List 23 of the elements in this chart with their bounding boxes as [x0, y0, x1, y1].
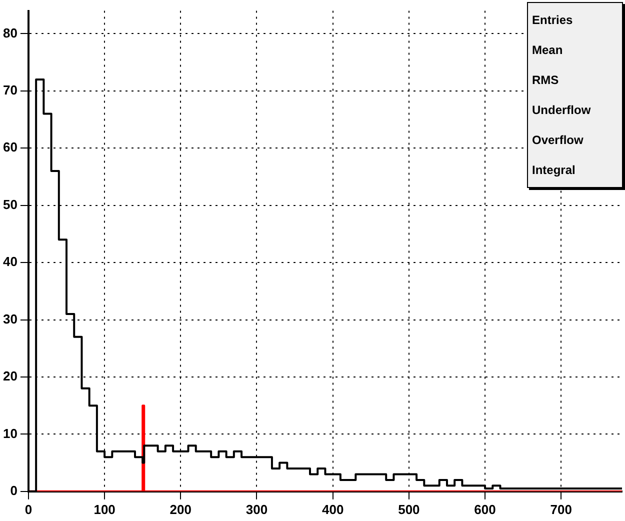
- x-tick-label: 0: [24, 502, 32, 517]
- x-tick-label: 100: [94, 502, 116, 517]
- x-tick-label: 500: [398, 502, 420, 517]
- x-tick-label: 700: [550, 502, 572, 517]
- y-tick-label: 20: [2, 368, 18, 384]
- annotation: RMS: [532, 72, 560, 89]
- annotation: Underflow: [532, 102, 592, 119]
- y-tick-label: 80: [2, 25, 18, 40]
- y-tick-label: 30: [2, 311, 18, 326]
- y-tick-label: 50: [2, 196, 18, 212]
- annotation: Integral: [532, 162, 576, 179]
- x-tick-label: 200: [170, 502, 192, 517]
- y-tick-label: 40: [2, 254, 18, 270]
- x-tick-label: 400: [322, 502, 344, 517]
- annotation: Overflow: [532, 132, 584, 149]
- y-tick-label: 0: [10, 482, 18, 498]
- x-tick-label: 600: [474, 502, 496, 517]
- y-tick-label: 60: [2, 140, 18, 155]
- y-tick-label: 10: [2, 426, 18, 441]
- x-tick-label: 300: [246, 502, 268, 517]
- annotation: Mean: [532, 42, 564, 59]
- y-tick-label: 70: [2, 82, 18, 98]
- annotation: Entries: [532, 12, 574, 29]
